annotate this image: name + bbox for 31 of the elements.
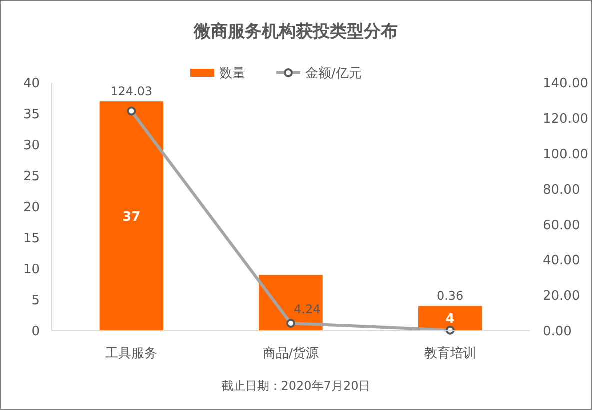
y2-tick-label: 60.00 xyxy=(543,218,580,234)
x-tick-label: 教育培训 xyxy=(424,346,476,362)
y2-tick-label: 120.00 xyxy=(543,112,588,127)
legend-label: 金额/亿元 xyxy=(306,66,362,82)
y-tick-label: 35 xyxy=(23,108,40,123)
chart-title: 微商服务机构获投类型分布 xyxy=(193,22,398,42)
y-tick-label: 30 xyxy=(23,138,40,154)
data-label: 4 xyxy=(446,312,455,328)
y-tick-label: 20 xyxy=(23,200,40,216)
data-label: 37 xyxy=(122,210,141,225)
data-label: 4.24 xyxy=(294,302,321,316)
y-tick-label: 15 xyxy=(23,232,40,247)
text: 截止日期：2020年7月20日 xyxy=(221,379,371,394)
y2-tick-label: 80.00 xyxy=(543,182,580,198)
x-tick-label: 商品/货源 xyxy=(262,346,320,362)
y-tick-label: 40 xyxy=(23,76,40,92)
y-tick-label: 25 xyxy=(23,170,40,185)
y-tick-label: 5 xyxy=(32,294,40,309)
y2-tick-label: 100.00 xyxy=(543,147,588,162)
bar xyxy=(100,102,164,331)
data-label: 0.36 xyxy=(436,289,464,304)
bar xyxy=(259,275,323,331)
data-label: 124.03 xyxy=(110,84,153,99)
legend-label: 数量 xyxy=(220,66,246,82)
y-tick-label: 10 xyxy=(23,262,40,278)
x-tick-label: 工具服务 xyxy=(106,346,158,362)
y2-tick-label: 40.00 xyxy=(543,254,580,269)
y2-tick-label: 20.00 xyxy=(543,289,580,304)
y2-tick-label: 0.00 xyxy=(543,324,572,340)
y2-tick-label: 140.00 xyxy=(543,76,588,92)
y-tick-label: 0 xyxy=(32,324,40,340)
